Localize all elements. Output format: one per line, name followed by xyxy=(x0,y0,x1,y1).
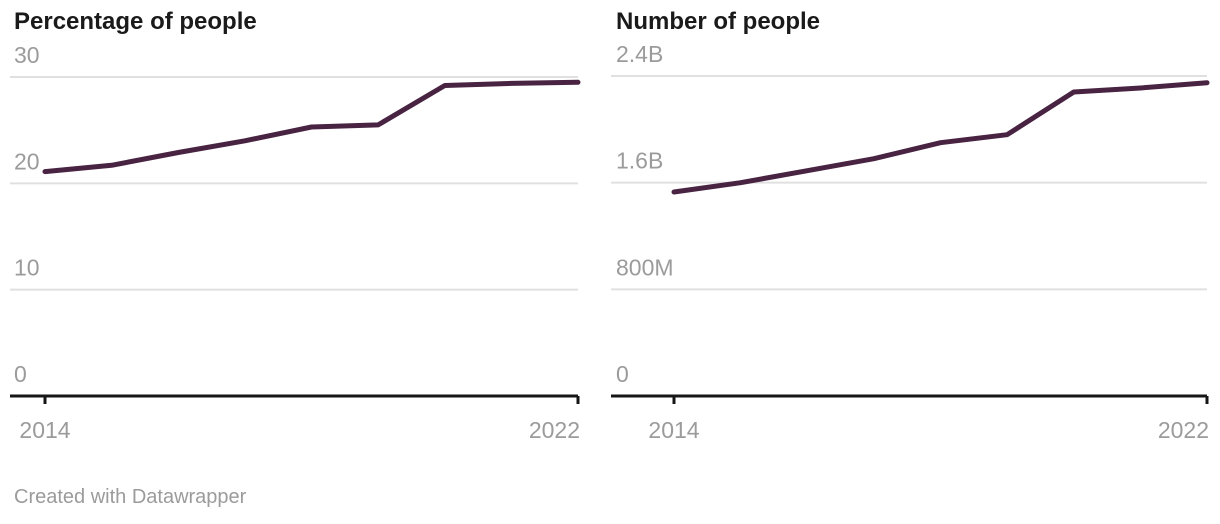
chart-title: Number of people xyxy=(616,8,821,35)
x-tick-label: 2022 xyxy=(1158,417,1209,443)
y-tick-label: 800M xyxy=(616,254,674,280)
x-tick-label: 2022 xyxy=(529,417,580,443)
y-tick-label: 2.4B xyxy=(616,41,663,67)
x-tick-label: 2014 xyxy=(19,417,70,443)
y-tick-label: 0 xyxy=(616,361,629,387)
y-tick-label: 20 xyxy=(14,148,40,174)
chart-number-of-people: Number of people 2.4B 1.6B 800M 0 2014 2022 xyxy=(605,0,1220,460)
y-tick-label: 30 xyxy=(14,42,40,68)
data-line-series xyxy=(671,80,1210,195)
data-line-series xyxy=(42,79,581,175)
y-tick-label: 1.6B xyxy=(616,148,663,174)
line-plot: 2.4B 1.6B 800M 0 2014 2022 xyxy=(611,41,1210,443)
y-tick-label: 0 xyxy=(14,361,27,387)
chart-percentage-of-people: Percentage of people 30 20 10 0 2014 2022 xyxy=(0,0,594,460)
x-tick-label: 2014 xyxy=(648,417,699,443)
y-tick-label: 10 xyxy=(14,255,40,281)
line-plot: 30 20 10 0 2014 2022 xyxy=(10,42,581,443)
chart-title: Percentage of people xyxy=(14,8,257,35)
attribution-text: Created with Datawrapper xyxy=(14,486,247,508)
